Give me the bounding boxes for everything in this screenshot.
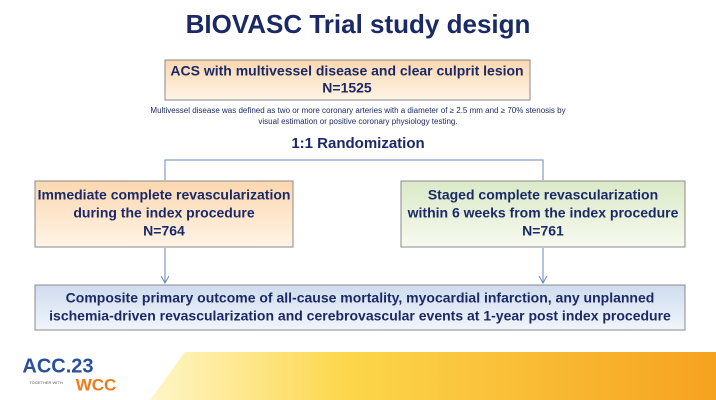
outcome-text: Composite primary outcome of all-cause m… xyxy=(66,290,655,306)
arm-text: Staged complete revascularization xyxy=(428,187,658,203)
logo-wcc: WCC xyxy=(76,375,117,394)
logo-acc: ACC.23 xyxy=(22,355,93,377)
population-text: ACS with multivessel disease and clear c… xyxy=(170,63,523,79)
population-n: N=1525 xyxy=(322,80,372,96)
connectors xyxy=(160,159,548,285)
arm-n: N=761 xyxy=(522,223,564,239)
title: BIOVASC Trial study design xyxy=(186,9,531,39)
population-box xyxy=(164,59,531,101)
arm-box xyxy=(400,180,686,248)
outcome-box xyxy=(34,284,686,331)
arm-text: Immediate complete revascularization xyxy=(38,187,291,203)
arm-text: during the index procedure xyxy=(73,205,254,221)
randomization-label: 1:1 Randomization xyxy=(291,135,424,152)
note-text: visual estimation or positive coronary p… xyxy=(258,117,457,126)
note-text: Multivessel disease was defined as two o… xyxy=(150,106,565,115)
arm-text: within 6 weeks from the index procedure xyxy=(407,205,679,221)
footer-band xyxy=(150,352,716,400)
arm-n: N=764 xyxy=(143,223,185,239)
logo-together: TOGETHER WITH xyxy=(29,380,63,385)
outcome-text: ischemia-driven revascularization and ce… xyxy=(49,308,671,324)
arm-box xyxy=(34,180,294,248)
